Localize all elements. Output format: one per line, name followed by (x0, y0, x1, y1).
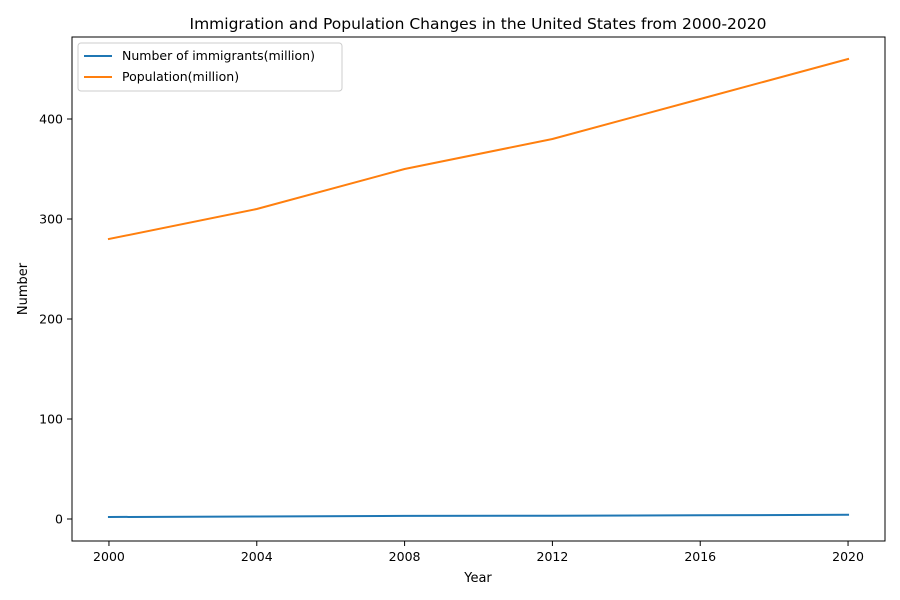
y-axis-ticks: 0 100 200 300 400 (39, 112, 72, 527)
plot-area (71, 36, 886, 542)
legend-label-immigrants: Number of immigrants(million) (122, 48, 315, 63)
x-tick-label: 2000 (93, 549, 125, 564)
y-tick-label: 400 (39, 112, 63, 127)
x-tick-label: 2020 (832, 549, 864, 564)
y-tick-label: 0 (55, 512, 63, 527)
x-axis-label: Year (463, 571, 492, 586)
chart-title: Immigration and Population Changes in th… (190, 15, 767, 33)
series-line-0 (107, 513, 850, 519)
y-tick-label: 300 (39, 212, 63, 227)
y-axis-label: Number (16, 262, 31, 315)
legend: Number of immigrants(million) Population… (77, 42, 343, 92)
x-axis-ticks: 2000 2004 2008 2012 2016 2020 (93, 541, 864, 564)
x-tick-label: 2004 (241, 549, 273, 564)
series-line-1 (107, 57, 850, 241)
y-tick-label: 200 (39, 312, 63, 327)
x-tick-label: 2008 (389, 549, 421, 564)
legend-box (77, 42, 343, 92)
x-tick-label: 2012 (537, 549, 569, 564)
legend-label-population: Population(million) (122, 69, 239, 84)
series-lines (107, 57, 850, 519)
x-tick-label: 2016 (684, 549, 716, 564)
y-tick-label: 100 (39, 412, 63, 427)
